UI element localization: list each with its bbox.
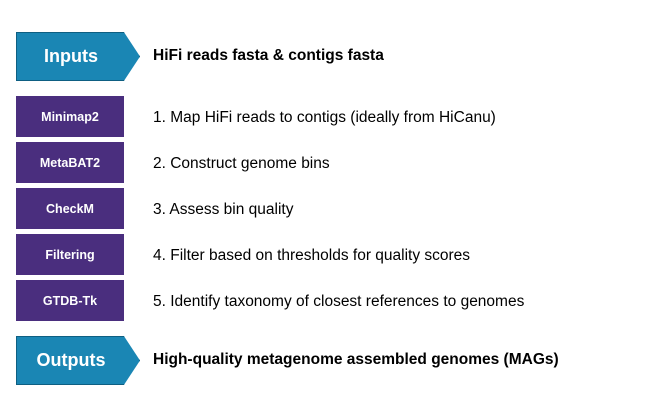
step-2-text: 2. Construct genome bins	[153, 155, 330, 172]
step-3-text: 3. Assess bin quality	[153, 201, 294, 218]
tool-box-gtdb-tk: GTDB-Tk	[16, 280, 124, 321]
tool-box-metabat2: MetaBAT2	[16, 142, 124, 183]
outputs-label: Outputs	[36, 350, 106, 370]
outputs-description: High-quality metagenome assembled genome…	[153, 351, 559, 368]
step-4-text: 4. Filter based on thresholds for qualit…	[153, 247, 471, 264]
inputs-label: Inputs	[44, 46, 98, 66]
step-1-text: 1. Map HiFi reads to contigs (ideally fr…	[153, 109, 496, 126]
step-5-text: 5. Identify taxonomy of closest referenc…	[153, 293, 525, 310]
tool-box-minimap2: Minimap2	[16, 96, 124, 137]
tool-box-filtering: Filtering	[16, 234, 124, 275]
inputs-arrow: Inputs	[16, 32, 140, 81]
outputs-arrow: Outputs	[16, 336, 140, 385]
tool-box-checkm: CheckM	[16, 188, 124, 229]
inputs-description: HiFi reads fasta & contigs fasta	[153, 47, 384, 64]
